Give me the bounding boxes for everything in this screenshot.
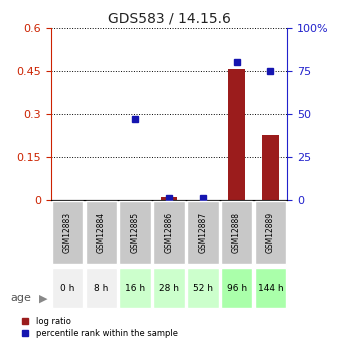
FancyBboxPatch shape xyxy=(221,268,252,308)
Text: GSM12887: GSM12887 xyxy=(198,212,207,254)
Bar xyxy=(161,197,177,200)
FancyBboxPatch shape xyxy=(119,201,151,264)
FancyBboxPatch shape xyxy=(86,268,117,308)
Title: GDS583 / 14.15.6: GDS583 / 14.15.6 xyxy=(107,11,231,25)
Text: 28 h: 28 h xyxy=(159,284,179,293)
Text: GSM12885: GSM12885 xyxy=(131,212,140,254)
Text: 8 h: 8 h xyxy=(94,284,108,293)
Bar xyxy=(262,136,279,200)
FancyBboxPatch shape xyxy=(153,201,185,264)
Text: 96 h: 96 h xyxy=(226,284,247,293)
Text: age: age xyxy=(10,294,31,303)
Text: 144 h: 144 h xyxy=(258,284,283,293)
FancyBboxPatch shape xyxy=(187,201,219,264)
FancyBboxPatch shape xyxy=(119,268,151,308)
Text: GSM12886: GSM12886 xyxy=(165,212,173,254)
FancyBboxPatch shape xyxy=(153,268,185,308)
Text: GSM12889: GSM12889 xyxy=(266,212,275,254)
FancyBboxPatch shape xyxy=(255,201,286,264)
FancyBboxPatch shape xyxy=(255,268,286,308)
FancyBboxPatch shape xyxy=(86,201,117,264)
FancyBboxPatch shape xyxy=(187,268,219,308)
Text: 16 h: 16 h xyxy=(125,284,145,293)
Bar xyxy=(228,69,245,200)
Text: GSM12884: GSM12884 xyxy=(97,212,106,254)
Legend: log ratio, percentile rank within the sample: log ratio, percentile rank within the sa… xyxy=(21,317,178,338)
Text: GSM12888: GSM12888 xyxy=(232,213,241,253)
Text: ▶: ▶ xyxy=(39,294,47,303)
FancyBboxPatch shape xyxy=(221,201,252,264)
Text: 0 h: 0 h xyxy=(61,284,75,293)
FancyBboxPatch shape xyxy=(52,201,83,264)
FancyBboxPatch shape xyxy=(52,268,83,308)
Text: GSM12883: GSM12883 xyxy=(63,212,72,254)
Text: 52 h: 52 h xyxy=(193,284,213,293)
